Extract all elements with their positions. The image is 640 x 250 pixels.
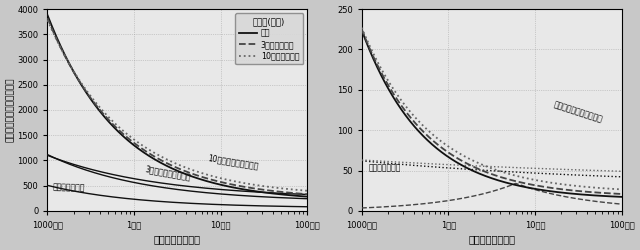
Text: 土星質量の惑星: 土星質量の惑星 <box>369 163 401 172</box>
Y-axis label: 惑星の磁場強度（ガウス）: 惑星の磁場強度（ガウス） <box>6 78 15 142</box>
X-axis label: 形成後の経過時間: 形成後の経過時間 <box>468 234 515 244</box>
X-axis label: 形成後の経過時間: 形成後の経過時間 <box>154 234 201 244</box>
Text: 3倍の木星質量の惑星: 3倍の木星質量の惑星 <box>144 165 191 182</box>
Text: 木星質量の約半分の惑星: 木星質量の約半分の惑星 <box>552 100 604 124</box>
Legend: なし, 3倍の地球質量, 10倍の地球質量: なし, 3倍の地球質量, 10倍の地球質量 <box>235 13 303 64</box>
Text: 10倍の木星質量の惑星: 10倍の木星質量の惑星 <box>207 153 259 170</box>
Text: 木星質量の惑星: 木星質量の惑星 <box>52 182 85 193</box>
